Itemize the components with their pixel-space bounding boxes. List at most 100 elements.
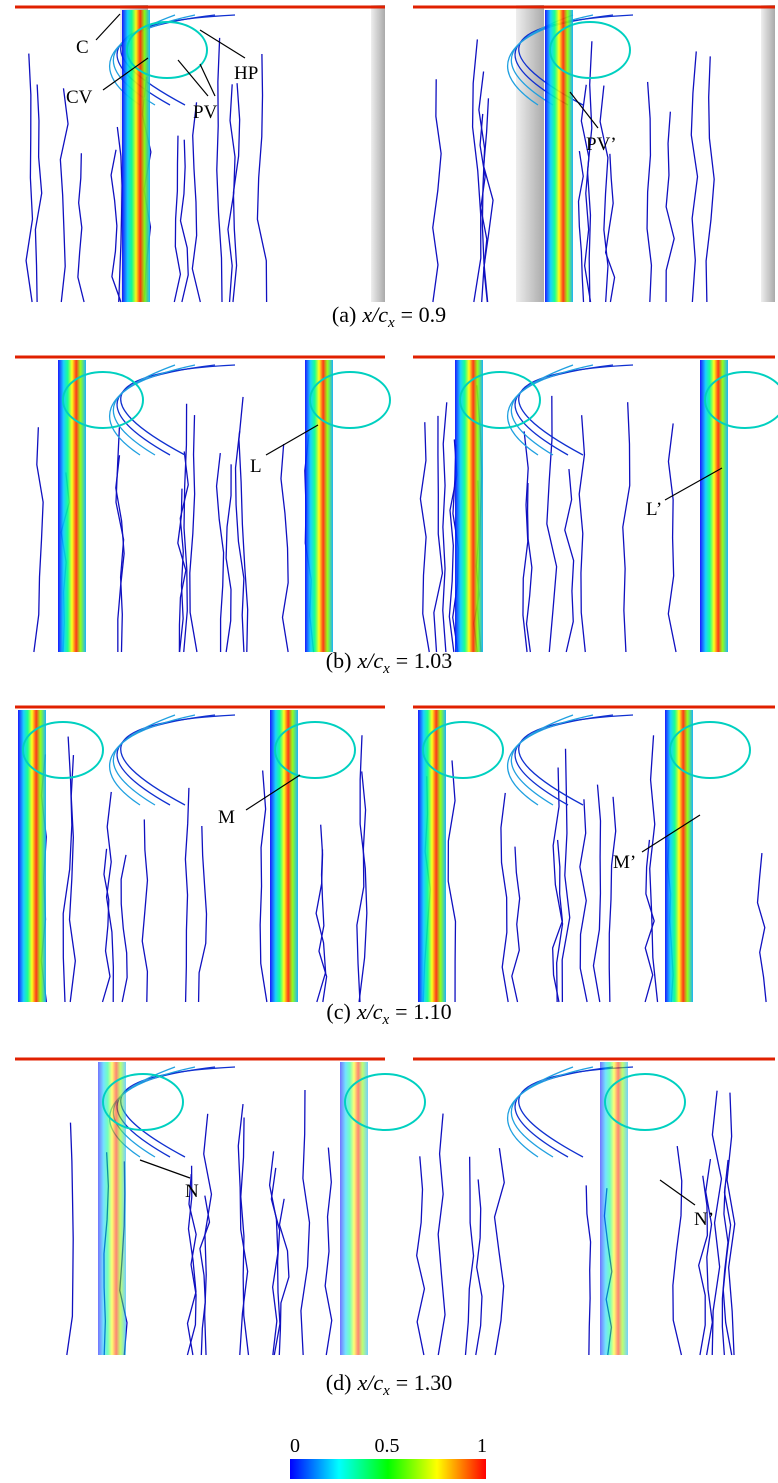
contour-line: [185, 788, 189, 1002]
caption-variable: x/c: [356, 648, 383, 673]
contour-loop: [121, 365, 235, 455]
contour-line: [281, 444, 288, 652]
contour-line: [181, 140, 189, 302]
annotation: CV: [66, 87, 93, 108]
contour-line: [609, 797, 615, 1002]
contour-line: [706, 56, 714, 302]
contour-line: [301, 1090, 310, 1355]
vortex-band: [340, 1062, 368, 1355]
contour-line: [192, 102, 200, 302]
contour-line: [63, 737, 72, 1002]
contour-line: [565, 469, 574, 652]
contour-line: [78, 153, 84, 302]
vortex-band: [305, 360, 333, 652]
figure: C CV PV HP PV’ L L’ M M’ N N’ (a)x/cx= 0…: [0, 0, 778, 1483]
caption-subscript: x: [387, 315, 395, 331]
contour-line: [357, 771, 366, 1002]
contour-line: [473, 39, 481, 302]
contour-line: [121, 855, 127, 1002]
contour-line: [233, 83, 240, 302]
contour-panel: [413, 707, 775, 1002]
contour-line: [600, 86, 608, 302]
contour-line: [586, 1185, 590, 1355]
vortex-band: [418, 710, 446, 1002]
contour-line: [433, 79, 441, 302]
contour-line: [443, 402, 447, 652]
contour-line: [34, 427, 43, 652]
contour-line: [103, 849, 110, 1002]
contour-line: [199, 826, 207, 1002]
contour-line: [190, 415, 197, 652]
annotation: L’: [646, 499, 662, 520]
contour-line: [527, 483, 532, 652]
contour-line: [226, 464, 231, 652]
caption-label: (c): [326, 999, 350, 1024]
vortex-band: [270, 710, 298, 1002]
annotation: M: [218, 807, 235, 828]
contour-line: [673, 1146, 682, 1355]
caption-value: = 1.03: [396, 648, 452, 673]
contour-line: [668, 423, 676, 652]
contour-line: [512, 847, 520, 1002]
contour-panel: [15, 5, 385, 302]
contour-panel: [15, 357, 390, 652]
caption-label: (b): [326, 648, 352, 673]
contour-line: [650, 735, 658, 1002]
contour-loop: [511, 715, 593, 805]
contour-line: [142, 819, 147, 1002]
contour-panel: [15, 707, 385, 1002]
contour-line: [579, 151, 584, 302]
contour-loop: [515, 365, 613, 455]
contour-line: [666, 112, 674, 302]
contour-line: [438, 1114, 445, 1355]
caption-subscript: x: [382, 1383, 390, 1399]
contour-line: [623, 402, 630, 652]
contour-loop: [117, 365, 215, 455]
contour-loop: [511, 1067, 593, 1157]
contour-loop: [519, 715, 633, 805]
contour-line: [553, 768, 562, 1002]
contour-line: [758, 853, 767, 1002]
vortex-band: [122, 10, 150, 302]
vortex-band: [665, 710, 693, 1002]
colorbar-tick-label: 0.5: [375, 1435, 400, 1457]
contour-line: [699, 1176, 708, 1355]
caption: (c)x/cx= 1.10: [326, 999, 451, 1028]
contour-loop: [113, 365, 195, 455]
vortex-band: [600, 1062, 628, 1355]
annotation: N: [185, 1181, 199, 1202]
contour-line: [174, 136, 180, 302]
contour-line: [420, 422, 429, 652]
contour-loop: [117, 715, 215, 805]
contour-line: [279, 1199, 289, 1355]
contour-line: [67, 1123, 73, 1355]
annotation: PV’: [586, 134, 617, 155]
contour-line: [647, 82, 651, 302]
contour-line: [434, 416, 443, 652]
caption-value: = 1.10: [395, 999, 451, 1024]
annotation: N’: [694, 1209, 714, 1230]
caption: (a)x/cx= 0.9: [332, 302, 446, 331]
contour-line: [217, 453, 224, 652]
contour-plots: [15, 5, 778, 1355]
contour-loop: [121, 1067, 235, 1157]
caption-value: = 1.30: [396, 1370, 452, 1395]
vortex-band: [98, 1062, 126, 1355]
contour-line: [476, 1179, 482, 1355]
contour-panel: [15, 1059, 425, 1355]
caption-label: (d): [326, 1370, 352, 1395]
contour-loop: [515, 1067, 613, 1157]
contour-line: [448, 760, 455, 1002]
contour-line: [260, 771, 267, 1002]
contour-panel: [413, 357, 778, 652]
caption-subscript: x: [382, 661, 390, 677]
annotations: C CV PV HP PV’ L L’ M M’ N N’: [66, 14, 722, 1230]
contour-loop: [117, 1067, 215, 1157]
vortex-band: [455, 360, 483, 652]
annotation: PV: [193, 102, 218, 123]
contour-line: [465, 1157, 473, 1355]
caption-value: = 0.9: [401, 302, 446, 327]
contour-line: [319, 849, 327, 1002]
annotation: HP: [234, 63, 258, 84]
annotation: C: [76, 37, 89, 58]
